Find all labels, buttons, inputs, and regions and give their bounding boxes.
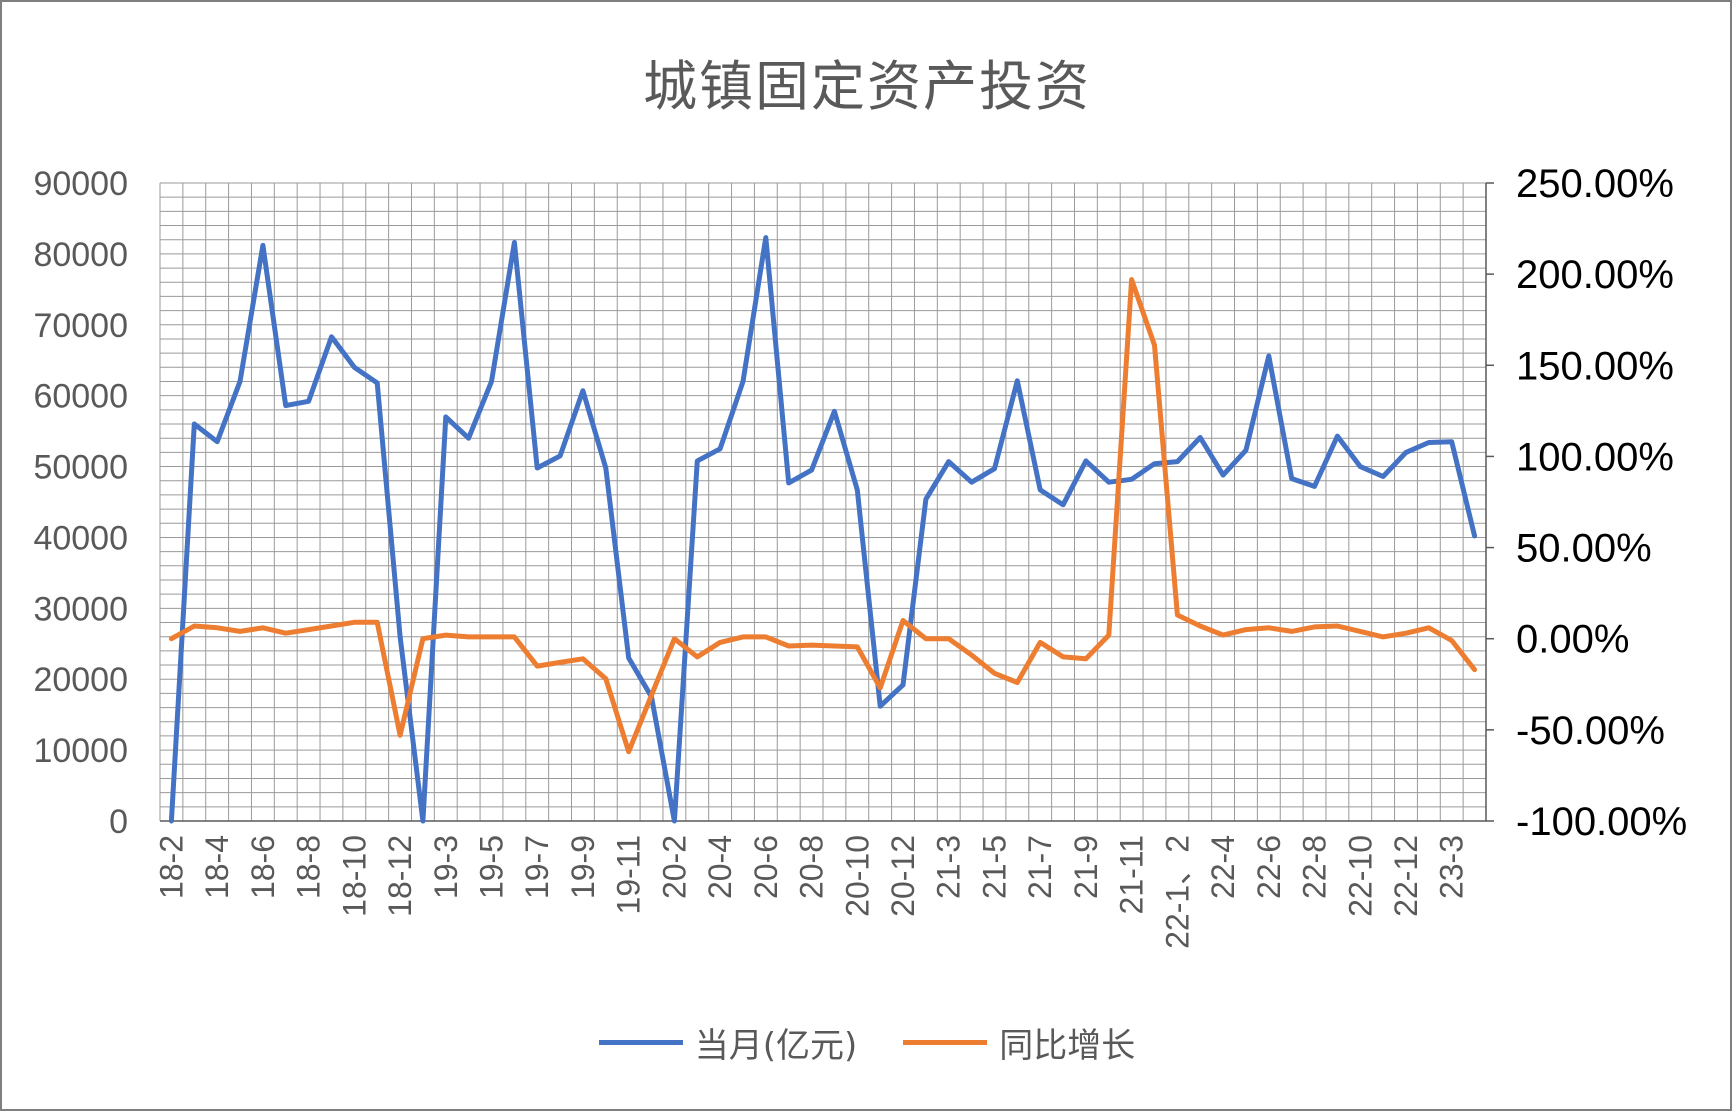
x-tick-label: 21-9 [1068, 835, 1104, 899]
x-tick-label: 19-11 [611, 835, 647, 914]
series-line-2 [168, 277, 1478, 755]
x-tick-label: 21-7 [1022, 835, 1058, 899]
x-tick-label: 20-4 [702, 835, 738, 899]
legend-item-series-2: 同比增长 [903, 1018, 1135, 1067]
y-left-tick-label: 20000 [33, 661, 128, 699]
y-left-tick-label: 80000 [33, 236, 128, 274]
legend-item-series-1: 当月(亿元) [598, 1018, 858, 1067]
x-tick-label: 19-9 [565, 835, 601, 899]
y-left-tick-label: 10000 [33, 732, 128, 770]
x-tick-label: 19-5 [474, 835, 510, 899]
chart-legend: 当月(亿元) 同比增长 [0, 1018, 1734, 1067]
y-left-tick-label: 40000 [33, 519, 128, 557]
legend-swatch-series-2 [903, 1040, 988, 1045]
x-tick-label: 20-2 [656, 835, 692, 899]
y-right-tick-label: 150.00% [1516, 344, 1674, 388]
x-tick-label: 18-12 [382, 835, 418, 917]
series-line-1 [168, 235, 1478, 824]
legend-label-series-2: 同比增长 [999, 1026, 1136, 1066]
x-tick-label: 19-7 [519, 835, 555, 899]
x-tick-label: 20-10 [839, 835, 875, 917]
x-tick-label: 18-8 [291, 835, 327, 899]
x-tick-label: 20-12 [885, 835, 921, 917]
x-tick-label: 22-4 [1205, 835, 1241, 899]
x-tick-label: 18-2 [153, 835, 189, 899]
x-tick-label: 21-5 [976, 835, 1012, 899]
legend-label-series-1: 当月(亿元) [694, 1026, 858, 1066]
x-tick-label: 20-8 [794, 835, 830, 899]
y-right-tick-label: 0.00% [1516, 618, 1629, 662]
chart-title: 城镇固定资产投资 [643, 55, 1091, 118]
y-left-tick-label: 30000 [33, 590, 128, 628]
y-right-tick-label: -100.00% [1516, 800, 1687, 844]
x-tick-label: 20-6 [748, 835, 784, 899]
x-tick-label: 22-8 [1297, 835, 1333, 899]
y-left-tick-label: 60000 [33, 378, 128, 416]
x-tick-label: 23-3 [1434, 835, 1470, 899]
x-tick-label: 22-1、2 [1159, 835, 1195, 949]
y-left-tick-label: 70000 [33, 307, 128, 345]
legend-swatch-series-1 [598, 1040, 683, 1045]
x-tick-label: 22-6 [1251, 835, 1287, 899]
y-right-tick-label: 50.00% [1516, 527, 1652, 571]
y-right-tick-label: 200.00% [1516, 253, 1674, 297]
y-right-tick-label: -50.00% [1516, 709, 1665, 753]
x-tick-label: 21-3 [931, 835, 967, 899]
x-tick-label: 22-10 [1342, 835, 1378, 917]
y-left-tick-label: 50000 [33, 449, 128, 487]
y-left-tick-label: 0 [109, 803, 128, 841]
y-right-tick-label: 100.00% [1516, 435, 1674, 479]
x-tick-label: 18-6 [245, 835, 281, 899]
y-right-tick-label: 250.00% [1516, 162, 1674, 206]
x-tick-label: 19-3 [428, 835, 464, 899]
x-tick-label: 18-10 [336, 835, 372, 917]
x-tick-label: 22-12 [1388, 835, 1424, 917]
y-left-tick-label: 90000 [33, 165, 128, 203]
x-tick-label: 18-4 [199, 835, 235, 899]
x-tick-label: 21-11 [1114, 835, 1150, 914]
